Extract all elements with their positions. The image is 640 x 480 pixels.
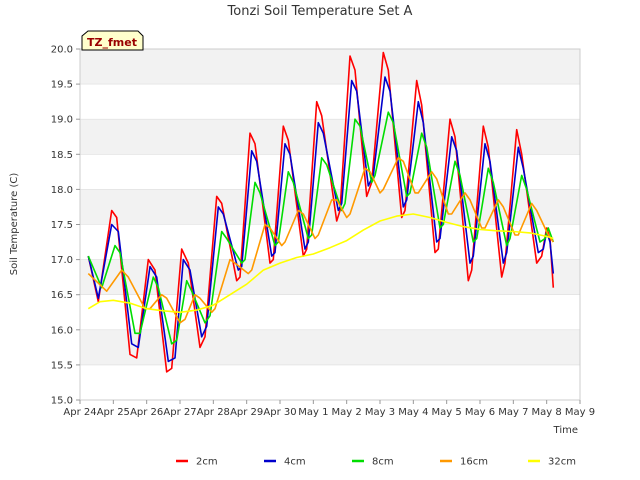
x-axis-label: Time — [553, 425, 578, 436]
series-line-8cm — [87, 111, 555, 345]
x-tick-label: May 5 — [432, 407, 462, 418]
series-layer — [87, 51, 555, 373]
x-tick-label: May 3 — [365, 407, 395, 418]
legend-label-8cm: 8cm — [372, 457, 394, 468]
x-tick-label: Apr 24 — [63, 407, 96, 418]
series-line-2cm — [87, 51, 555, 373]
site-badge: TZ_fmet — [81, 30, 144, 51]
series-line-32cm — [87, 213, 554, 314]
grid-band — [80, 329, 580, 365]
grid-band — [80, 259, 580, 295]
x-tick-label: May 1 — [298, 407, 328, 418]
x-tick-label: May 7 — [498, 407, 528, 418]
x-tick-label: Apr 29 — [230, 407, 263, 418]
grid-bands — [80, 48, 580, 401]
series-line-4cm — [87, 76, 555, 363]
x-tick-label: May 2 — [332, 407, 362, 418]
x-tick-label: Apr 25 — [97, 407, 130, 418]
legend-label-2cm: 2cm — [196, 457, 218, 468]
y-tick-label: 19.5 — [51, 80, 73, 91]
site-badge-label: TZ_fmet — [87, 36, 137, 49]
y-tick-label: 18.5 — [51, 150, 73, 161]
x-tick-label: May 9 — [565, 407, 595, 418]
y-tick-label: 15.5 — [51, 360, 73, 371]
y-tick-label: 17.5 — [51, 220, 73, 231]
grid-band — [80, 189, 580, 225]
y-tick-label: 20.0 — [51, 45, 73, 56]
y-tick-label: 18.0 — [51, 185, 73, 196]
grid-band — [80, 119, 580, 155]
legend-label-32cm: 32cm — [548, 457, 576, 468]
y-tick-label: 15.0 — [51, 396, 73, 407]
chart-title: Tonzi Soil Temperature Set A — [227, 4, 413, 19]
y-tick-label: 17.0 — [51, 255, 73, 266]
x-tick-label: Apr 26 — [130, 407, 163, 418]
legend-label-4cm: 4cm — [284, 457, 306, 468]
x-tick-label: May 8 — [532, 407, 562, 418]
y-tick-label: 16.0 — [51, 325, 73, 336]
grid-band — [80, 49, 580, 85]
y-axis: 15.0 15.5 16.0 16.5 17.0 17.5 18.0 18.5 19.0 19.5… — [51, 45, 80, 407]
x-tick-label: Apr 27 — [163, 407, 196, 418]
y-tick-label: 19.0 — [51, 115, 73, 126]
x-tick-label: Apr 28 — [197, 407, 230, 418]
legend-label-16cm: 16cm — [460, 457, 488, 468]
legend: 2cm 4cm 8cm 16cm 32cm — [176, 457, 576, 468]
y-tick-label: 16.5 — [51, 290, 73, 301]
x-tick-label: Apr 30 — [263, 407, 296, 418]
x-axis: Apr 24 Apr 25 Apr 26 Apr 27 Apr 28 Apr 29 Apr … — [63, 400, 595, 418]
x-tick-label: May 6 — [465, 407, 495, 418]
y-axis-label: Soil Temperature (C) — [9, 173, 20, 276]
series-line-16cm — [87, 157, 554, 324]
x-tick-label: May 4 — [398, 407, 428, 418]
